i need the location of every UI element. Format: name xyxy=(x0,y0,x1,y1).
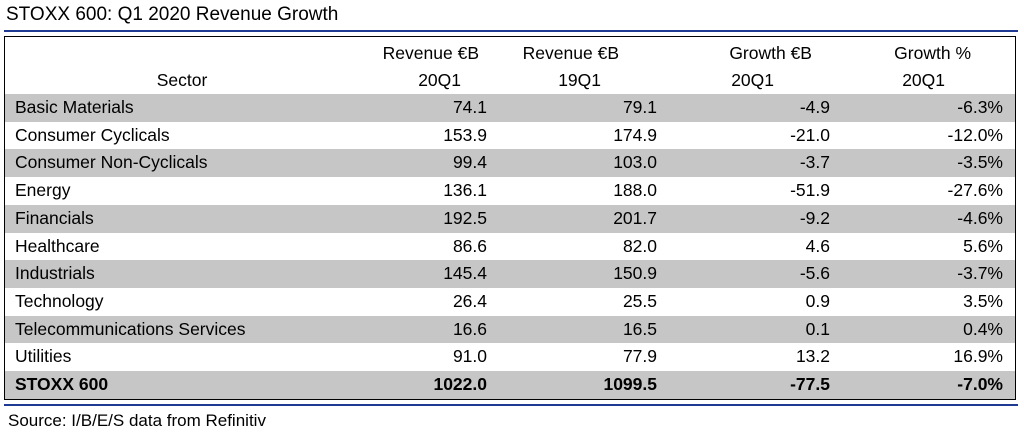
bottom-rule xyxy=(4,404,1018,406)
sector-cell: Consumer Non-Cyclicals xyxy=(5,149,359,178)
value-cell: 16.6 xyxy=(359,315,499,344)
header-revenue-20q1-line2: 20Q1 xyxy=(418,70,461,90)
value-cell: 150.9 xyxy=(499,260,669,288)
value-cell: 174.9 xyxy=(613,124,657,145)
sector-cell: Financials xyxy=(5,204,359,233)
value-cell: 26.4 xyxy=(452,290,487,311)
sector-cell: Industrials xyxy=(5,260,359,288)
revenue-growth-table: Revenue €B Revenue €B Growth €B Growth %… xyxy=(5,40,1015,399)
table-row: Consumer Non-Cyclicals 99.4 103.0 -3.7 -3.5% xyxy=(5,149,1015,178)
value-cell: 13.2 xyxy=(795,346,830,367)
source-note: Source: I/B/E/S data from Refinitiv xyxy=(8,411,266,430)
value-cell: 136.1 xyxy=(443,180,487,201)
value-cell: -3.5% xyxy=(842,149,1015,178)
table-header: Revenue €B Revenue €B Growth €B Growth %… xyxy=(5,40,1015,94)
value-cell: -21.0 xyxy=(790,124,830,145)
table-body: Basic Materials 74.1 79.1 -4.9 -6.3% Consumer… xyxy=(5,94,1015,399)
value-cell: 3.5% xyxy=(963,290,1003,311)
table-row: Technology 26.4 25.5 0.9 3.5% xyxy=(5,288,1015,316)
header-sector: Sector xyxy=(156,70,208,90)
value-cell: 79.1 xyxy=(499,94,669,122)
value-cell: 192.5 xyxy=(359,204,499,233)
value-cell: 86.6 xyxy=(452,235,487,256)
table-row: Industrials 145.4 150.9 -5.6 -3.7% xyxy=(5,260,1015,288)
value-cell: -4.6% xyxy=(842,204,1015,233)
header-growth-eur-line1: Growth €B xyxy=(729,43,812,63)
value-cell: 91.0 xyxy=(452,346,487,367)
value-cell: -6.3% xyxy=(842,94,1015,122)
value-cell: -3.7% xyxy=(842,260,1015,288)
value-cell: -4.9 xyxy=(669,94,842,122)
value-cell: -5.6 xyxy=(669,260,842,288)
value-cell: 74.1 xyxy=(359,94,499,122)
value-cell: 5.6% xyxy=(963,235,1003,256)
table-row: Consumer Cyclicals 153.9 174.9 -21.0 -12.0% xyxy=(5,122,1015,150)
sector-cell: Healthcare xyxy=(15,235,100,256)
header-revenue-19q1-line1: Revenue €B xyxy=(522,43,619,63)
header-growth-pct-line2: 20Q1 xyxy=(902,70,945,90)
table-row: Utilities 91.0 77.9 13.2 16.9% xyxy=(5,343,1015,371)
sector-cell: Technology xyxy=(15,290,104,311)
value-cell: 0.9 xyxy=(805,290,830,311)
value-cell: 0.4% xyxy=(842,315,1015,344)
value-cell: -51.9 xyxy=(790,180,830,201)
value-cell: 103.0 xyxy=(499,149,669,178)
top-rule xyxy=(4,30,1018,32)
value-cell: 153.9 xyxy=(443,124,487,145)
sector-cell: Telecommunications Services xyxy=(5,315,359,344)
value-cell: 77.9 xyxy=(622,346,657,367)
table-row: Financials 192.5 201.7 -9.2 -4.6% xyxy=(5,204,1015,233)
value-cell: 1022.0 xyxy=(359,371,499,399)
sector-cell: Utilities xyxy=(15,346,72,367)
value-cell: 25.5 xyxy=(622,290,657,311)
sector-cell: Basic Materials xyxy=(5,94,359,122)
value-cell: -77.5 xyxy=(669,371,842,399)
header-growth-pct-line1: Growth % xyxy=(894,43,971,63)
value-cell: -27.6% xyxy=(947,180,1003,201)
value-cell: 82.0 xyxy=(622,235,657,256)
value-cell: 16.5 xyxy=(499,315,669,344)
value-cell: 188.0 xyxy=(613,180,657,201)
value-cell: -7.0% xyxy=(842,371,1015,399)
value-cell: 201.7 xyxy=(499,204,669,233)
header-blank xyxy=(5,40,359,67)
header-growth-eur-line2: 20Q1 xyxy=(731,70,774,90)
value-cell: -9.2 xyxy=(669,204,842,233)
table-row: Energy 136.1 188.0 -51.9 -27.6% xyxy=(5,177,1015,205)
sector-cell: Energy xyxy=(15,180,71,201)
table-row: Basic Materials 74.1 79.1 -4.9 -6.3% xyxy=(5,94,1015,122)
table-frame xyxy=(4,36,1016,400)
total-row: STOXX 600 1022.0 1099.5 -77.5 -7.0% xyxy=(5,371,1015,399)
value-cell: -3.7 xyxy=(669,149,842,178)
value-cell: 4.6 xyxy=(805,235,830,256)
table-row: Healthcare 86.6 82.0 4.6 5.6% xyxy=(5,233,1015,261)
header-revenue-19q1-line2: 19Q1 xyxy=(558,70,601,90)
value-cell: 99.4 xyxy=(359,149,499,178)
table-row: Telecommunications Services 16.6 16.5 0.1 0.… xyxy=(5,315,1015,344)
value-cell: 16.9% xyxy=(953,346,1003,367)
table-title: STOXX 600: Q1 2020 Revenue Growth xyxy=(6,4,339,25)
value-cell: 145.4 xyxy=(359,260,499,288)
value-cell: 0.1 xyxy=(669,315,842,344)
sector-cell: Consumer Cyclicals xyxy=(15,124,170,145)
header-revenue-20q1-line1: Revenue €B xyxy=(382,43,479,63)
value-cell: -12.0% xyxy=(947,124,1003,145)
value-cell: 1099.5 xyxy=(499,371,669,399)
sector-cell: STOXX 600 xyxy=(5,371,359,399)
